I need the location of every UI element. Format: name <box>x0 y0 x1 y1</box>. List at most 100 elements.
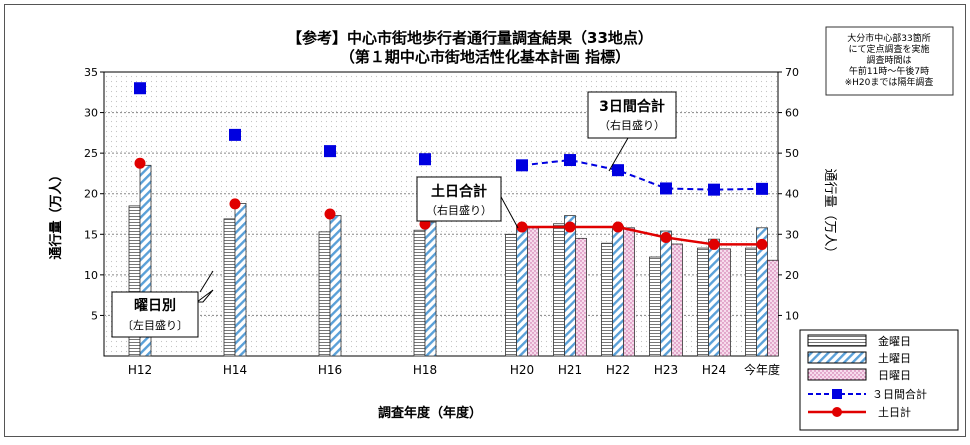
y-tick-label-right-20: 20 <box>785 269 799 282</box>
legend-swatch-sat <box>807 351 867 364</box>
chart-title-line2: （第１期中心市街地活性化基本計画 指標） <box>340 48 630 66</box>
marker-3day-1 <box>229 128 241 141</box>
bar-0-9 <box>745 247 757 357</box>
y-tick-label-left-30: 30 <box>84 107 98 120</box>
bar-2-8 <box>719 248 731 357</box>
marker-3day-8 <box>708 183 720 196</box>
bar-0-5 <box>553 223 565 357</box>
bar-0-8 <box>697 247 709 357</box>
legend: 金曜日 土曜日 日曜日 ３日間合計 土日計 <box>799 329 959 431</box>
x-tick-label-0: H12 <box>128 363 152 377</box>
y-tick-label-left-25: 25 <box>84 147 98 160</box>
bar-0-3 <box>413 229 426 357</box>
x-tick-label-4: H20 <box>510 363 534 377</box>
marker-3day-0 <box>134 82 146 95</box>
y-tick-label-right-50: 50 <box>785 147 799 160</box>
y-axis-title-right: 通行量（万人） <box>822 168 837 259</box>
bar-1-6 <box>612 225 624 357</box>
legend-swatch-sun <box>807 368 867 381</box>
bar-1-5 <box>564 215 576 357</box>
x-tick-label-9: 今年度 <box>744 362 780 377</box>
y-tick-label-left-5: 5 <box>91 309 98 322</box>
legend-label-sat: 土曜日 <box>878 352 911 365</box>
x-axis-title: 調査年度（年度） <box>378 405 482 421</box>
x-tick-label-3: H18 <box>413 363 437 377</box>
legend-marker-weekend <box>832 407 842 417</box>
marker-3day-7 <box>660 182 672 195</box>
marker-3day-9 <box>756 182 768 195</box>
bar-0-4 <box>505 233 517 357</box>
note-line-1: 大分市中心部33箇所 <box>847 32 930 44</box>
y-tick-label-right-60: 60 <box>785 107 799 120</box>
marker-weekend-2 <box>324 208 336 220</box>
y-tick-label-right-10: 10 <box>785 309 799 322</box>
marker-3day-6 <box>612 164 624 177</box>
x-tick-label-5: H21 <box>558 363 582 377</box>
y-tick-label-right-70: 70 <box>785 66 799 79</box>
callout-weekend: 土日合計 （右目盛り） <box>416 176 519 229</box>
legend-swatch-fri <box>807 334 867 347</box>
bar-1-3 <box>424 221 437 357</box>
marker-weekend-6 <box>612 221 624 233</box>
note-line-5: ※H20までは隔年調査 <box>845 76 934 88</box>
note-line-2: にて定点調査を実施 <box>848 43 929 55</box>
marker-3day-3 <box>419 153 431 166</box>
x-tick-label-2: H16 <box>318 363 342 377</box>
axes-group: 5 10 15 20 25 30 35 10 20 30 40 50 60 70 H12 H14 H16 H18 H… <box>84 66 799 377</box>
bar-2-9 <box>767 259 779 357</box>
bar-2-5 <box>575 237 587 357</box>
marker-3day-2 <box>324 145 336 158</box>
bar-2-6 <box>623 227 635 357</box>
bar-1-0 <box>139 164 152 357</box>
bar-0-7 <box>649 256 661 357</box>
marker-weekend-4 <box>516 221 528 233</box>
note-box: 大分市中心部33箇所 にて定点調査を実施 調査時間は 午前11時～午後7時 ※H… <box>825 26 954 96</box>
y-tick-label-right-30: 30 <box>785 228 799 241</box>
bar-1-4 <box>516 225 528 357</box>
bar-2-7 <box>671 243 683 357</box>
bar-0-6 <box>601 242 613 357</box>
bar-0-2 <box>318 231 331 357</box>
callout-weekday: 曜日別 〔左目盛り〕 <box>111 270 214 338</box>
chart-title-line1: 【参考】中心市街地歩行者通行量調査結果（33地点） <box>287 29 653 47</box>
legend-marker-3day <box>832 389 842 399</box>
bar-2-4 <box>527 227 539 357</box>
x-tick-label-6: H22 <box>606 363 630 377</box>
callout-weekday-sub: 〔左目盛り〕 <box>122 318 188 332</box>
bars-group <box>128 164 779 357</box>
y-tick-label-left-10: 10 <box>84 269 98 282</box>
line-weekend <box>522 225 762 246</box>
legend-label-weekend: 土日計 <box>878 405 911 419</box>
marker-weekend-0 <box>134 157 146 169</box>
marker-3day-5 <box>564 154 576 167</box>
bar-1-1 <box>234 203 247 357</box>
callout-3day: 3日間合計 （右目盛り） <box>587 91 677 172</box>
bar-1-8 <box>708 238 720 357</box>
y-axis-title-left: 通行量（万人） <box>48 168 64 259</box>
callout-weekday-title: 曜日別 <box>134 298 176 314</box>
marker-weekend-7 <box>660 232 672 244</box>
callout-3day-sub: （右目盛り） <box>599 118 665 132</box>
note-line-3: 調査時間は <box>866 54 911 66</box>
legend-label-sun: 日曜日 <box>878 369 911 382</box>
marker-weekend-9 <box>756 238 768 250</box>
y-tick-label-left-15: 15 <box>84 228 98 241</box>
y-tick-label-left-20: 20 <box>84 188 98 201</box>
x-tick-label-1: H14 <box>223 363 247 377</box>
x-tick-label-7: H23 <box>654 363 678 377</box>
marker-weekend-8 <box>708 238 720 250</box>
lines-group <box>134 82 768 250</box>
y-tick-label-left-35: 35 <box>84 66 98 79</box>
x-tick-label-8: H24 <box>702 363 726 377</box>
marker-weekend-1 <box>229 198 241 210</box>
callout-weekend-title: 土日合計 <box>431 183 487 200</box>
callout-3day-title: 3日間合計 <box>599 98 665 115</box>
marker-weekend-5 <box>564 221 576 233</box>
callout-weekend-sub: （右目盛り） <box>426 203 492 217</box>
y-tick-label-right-40: 40 <box>785 188 799 201</box>
line-3day <box>521 159 763 191</box>
bar-0-1 <box>223 218 236 357</box>
legend-label-3day: ３日間合計 <box>872 387 927 401</box>
